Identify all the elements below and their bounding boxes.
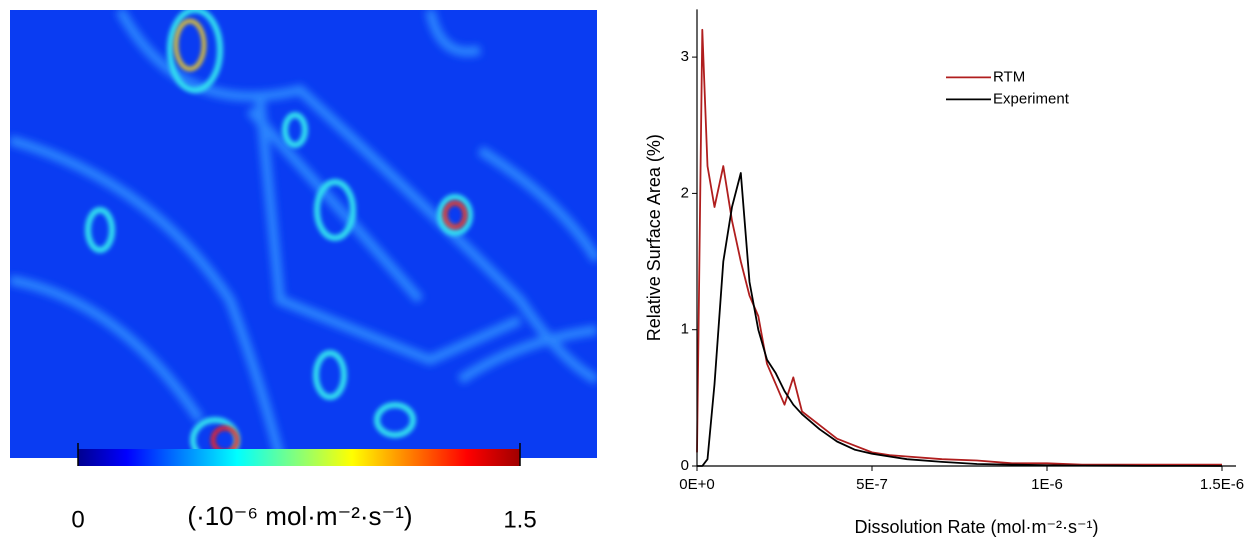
heatmap-image [10, 10, 597, 458]
colorbar-tick-label: 1.5 [503, 506, 536, 533]
y-tick-label: 0 [681, 457, 689, 474]
y-tick-label: 2 [681, 184, 689, 201]
series-line [696, 28, 1222, 466]
colorbar [78, 449, 520, 466]
y-tick-label: 3 [681, 48, 689, 65]
series-line [697, 172, 1223, 467]
x-tick-label: 1E-6 [1031, 476, 1063, 493]
x-tick-label: 0E+0 [679, 476, 714, 493]
x-tick-label: 5E-7 [856, 476, 888, 493]
legend-label: Experiment [993, 90, 1070, 107]
colorbar-label: (·10⁻⁶ mol·m⁻²·s⁻¹) [187, 501, 412, 531]
colorbar-tick-label: 0 [71, 506, 84, 533]
y-axis-label: Relative Surface Area (%) [644, 134, 664, 341]
y-tick-label: 1 [681, 321, 689, 338]
legend-label: RTM [993, 68, 1025, 85]
x-axis-label: Dissolution Rate (mol·m⁻²·s⁻¹) [854, 517, 1098, 537]
x-tick-label: 1.5E-6 [1200, 476, 1244, 493]
